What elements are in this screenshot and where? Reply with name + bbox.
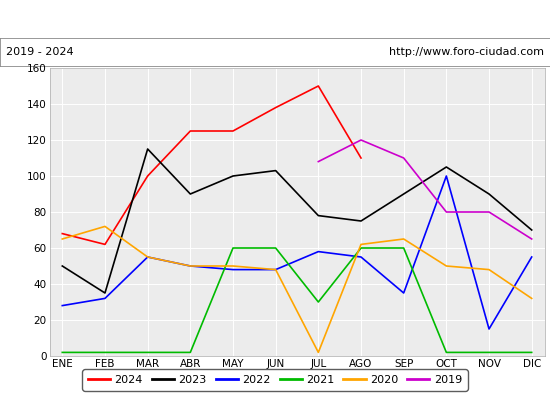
Text: Evolucion Nº Turistas Extranjeros en el municipio de Ulea: Evolucion Nº Turistas Extranjeros en el … (65, 12, 485, 26)
Legend: 2024, 2023, 2022, 2021, 2020, 2019: 2024, 2023, 2022, 2021, 2020, 2019 (82, 370, 468, 390)
Text: 2019 - 2024: 2019 - 2024 (6, 47, 73, 57)
Text: http://www.foro-ciudad.com: http://www.foro-ciudad.com (389, 47, 544, 57)
